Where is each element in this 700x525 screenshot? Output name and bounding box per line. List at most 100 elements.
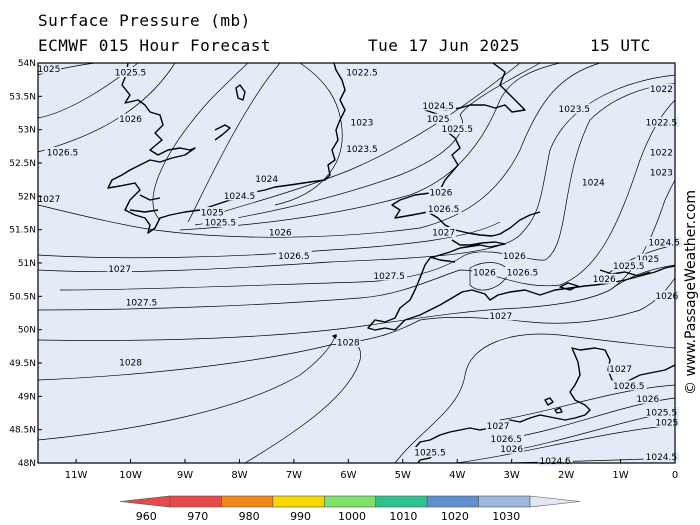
isobar-label-bg [276, 250, 312, 261]
colorbar-segment [272, 495, 325, 508]
isobar-label: 1026.5 [47, 149, 79, 159]
isobar-label-bg [488, 433, 525, 444]
isobar-label: 1027 [609, 365, 632, 375]
isobar-label: 1026 [500, 445, 523, 455]
isobar-label-bg [254, 173, 279, 184]
lat-label: 48.5N [9, 426, 36, 436]
isobar-line [194, 62, 541, 226]
isobar-label: 1022 [650, 85, 673, 95]
isobar-label: 1024.5 [224, 192, 256, 202]
colorbar-segment [426, 495, 479, 508]
isobar-label: 1022 [650, 149, 673, 159]
lon-label: 4W [449, 470, 465, 481]
isobar-label: 1026 [119, 115, 142, 125]
isobar-label: 1023.5 [346, 145, 378, 155]
lon-label: 0 [672, 470, 678, 481]
isobar-label: 1024.5 [646, 453, 678, 463]
colorbar-segment [478, 495, 531, 508]
pressure-colorbar: 960 970 980 990 1000 1010 1020 1030 [119, 495, 581, 523]
map-ocean [38, 63, 675, 463]
isobar-label: 1025.5 [646, 409, 678, 419]
colorbar-label: 980 [239, 510, 260, 523]
isobar-label: 1028 [337, 339, 360, 349]
isobar-label-bg [428, 187, 454, 197]
isobar-label-bg [349, 117, 375, 127]
coastline-france [414, 347, 676, 464]
isobar-label: 1026 [655, 292, 678, 302]
isobar-line [499, 384, 676, 421]
lat-label: 52N [18, 192, 36, 202]
isobar-label: 1023 [350, 119, 373, 129]
coastline-ireland [107, 62, 346, 234]
isobar-line [179, 62, 561, 231]
lat-label: 51N [18, 259, 36, 269]
isobar-label: 1024.5 [648, 239, 680, 249]
isobar-label-bg [344, 67, 380, 77]
isobar-line [394, 333, 676, 464]
lat-label: 49.5N [9, 359, 36, 369]
isobar-label: 1025.5 [205, 219, 237, 229]
isobar-label: 1025.5 [441, 125, 473, 135]
isobar-label: 1027 [108, 265, 131, 275]
coastline-isle-of-man [235, 84, 246, 101]
isobar-line [454, 424, 676, 464]
colorbar-label: 970 [187, 510, 208, 523]
isobar-label-bg [371, 270, 407, 281]
isobar-label-bg [649, 167, 674, 177]
isobar-label-bg [649, 147, 674, 157]
isobar-label-bg [502, 250, 527, 261]
isobar-label: 1026 [429, 189, 452, 199]
isobar-label-bg [646, 237, 682, 247]
isobar-label: 1026 [636, 395, 659, 405]
isobar-label-bg [336, 337, 361, 347]
isobar-label-bg [504, 267, 541, 277]
isobar-label: 1024 [255, 175, 278, 185]
lat-label: 48N [18, 459, 36, 469]
isobar-line [59, 82, 676, 291]
isobar-label-bg [485, 420, 511, 431]
isobar-label-bg [425, 113, 451, 124]
isobar-line [37, 336, 336, 441]
lon-label: 7W [286, 470, 302, 481]
watermark-text: © www.PassageWeather.com [683, 190, 699, 395]
model-label: ECMWF 015 Hour Forecast [38, 36, 272, 55]
isobar-line [37, 62, 601, 238]
isobar-label-bg [36, 63, 62, 74]
isobar-line [609, 264, 676, 291]
isobar-label: 1026 [503, 252, 526, 262]
isobar-label: 1026.5 [428, 205, 460, 215]
isobar-line [274, 62, 343, 206]
isobar-label: 1025.5 [613, 262, 645, 272]
lon-label: 2W [558, 470, 574, 481]
isobar-label: 1024.5 [422, 102, 454, 112]
isobar-label-bg [592, 273, 617, 284]
isobar-label-bg [643, 117, 680, 127]
isobar-label-bg [268, 227, 293, 237]
colorbar-segment [221, 495, 274, 508]
isobar-label-bg [643, 451, 680, 462]
isobar-label-bg [556, 103, 593, 114]
forecast-date: Tue 17 Jun 2025 [368, 36, 520, 55]
isobar-label: 1022.5 [646, 119, 678, 129]
coastline-wight [559, 282, 579, 291]
isobar-label: 1026 [473, 269, 496, 279]
isobar-line [152, 62, 249, 221]
lat-label: 51.5N [9, 226, 36, 236]
isobar-label: 1027 [489, 312, 512, 322]
coastline-scilly [332, 334, 337, 339]
isobar-label-bg [643, 407, 680, 417]
isobar-line [37, 74, 676, 273]
coastline-channel-islands [544, 397, 563, 414]
isobar-label: 1025 [636, 255, 659, 265]
isobar-label-bg [123, 297, 160, 307]
isobar-label-bg [425, 203, 462, 214]
isobar-label: 1024.5 [539, 457, 571, 467]
isobar-label: 1023.5 [559, 105, 591, 115]
isobar-label-bg [431, 227, 456, 237]
isobar-label-bg [472, 267, 497, 277]
lon-label: 10W [119, 470, 142, 481]
isobar-label: 1026 [269, 229, 292, 239]
isobar-label-bg [654, 290, 680, 301]
isobar-label: 1027 [37, 195, 60, 205]
